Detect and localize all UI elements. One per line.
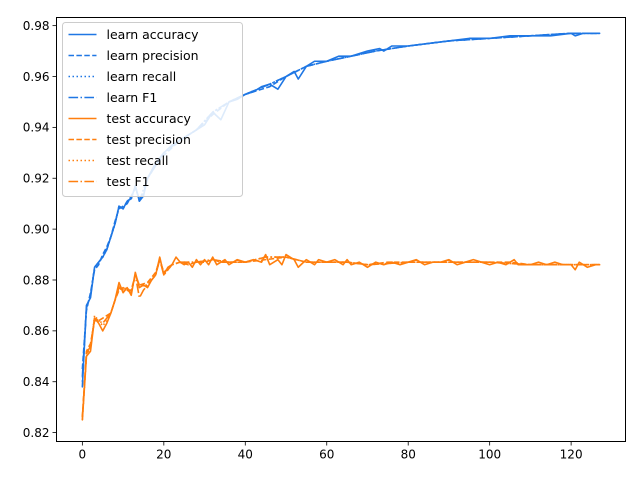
legend-label: test precision xyxy=(107,132,191,147)
y-tick-label: 0.92 xyxy=(23,172,50,186)
y-tick-label: 0.84 xyxy=(23,375,50,389)
y-axis: 0.82 0.84 0.86 0.88 0.90 0.92 0.94 0.96 0.98 xyxy=(23,19,57,440)
legend-label: learn F1 xyxy=(107,90,158,105)
legend-box xyxy=(62,22,243,197)
y-tick-label: 0.98 xyxy=(23,19,50,33)
y-tick-label: 0.96 xyxy=(23,70,50,84)
series-line-test-precision xyxy=(81,256,600,418)
y-tick-label: 0.82 xyxy=(23,426,50,440)
legend: learn accuracy learn precision learn recal… xyxy=(62,22,243,197)
y-tick-label: 0.90 xyxy=(23,222,50,236)
x-tick-label: 100 xyxy=(478,448,501,462)
x-axis: 0 20 40 60 80 100 120 xyxy=(79,441,583,462)
series-line-test-recall xyxy=(81,256,600,420)
y-tick-label: 0.86 xyxy=(23,324,50,338)
legend-label: test F1 xyxy=(107,174,150,189)
series-line-test-accuracy xyxy=(81,253,601,421)
legend-label: learn precision xyxy=(107,48,199,63)
y-tick-label: 0.94 xyxy=(23,121,50,135)
x-tick-label: 60 xyxy=(319,448,334,462)
x-tick-label: 40 xyxy=(238,448,253,462)
legend-label: learn accuracy xyxy=(107,27,200,42)
legend-label: test accuracy xyxy=(107,111,192,126)
x-tick-label: 0 xyxy=(79,448,87,462)
x-tick-label: 80 xyxy=(401,448,416,462)
legend-label: learn recall xyxy=(107,69,177,84)
series-line-test-f1 xyxy=(81,256,600,418)
x-tick-label: 120 xyxy=(560,448,583,462)
x-tick-label: 20 xyxy=(156,448,171,462)
y-tick-label: 0.88 xyxy=(23,273,50,287)
legend-label: test recall xyxy=(107,153,169,168)
